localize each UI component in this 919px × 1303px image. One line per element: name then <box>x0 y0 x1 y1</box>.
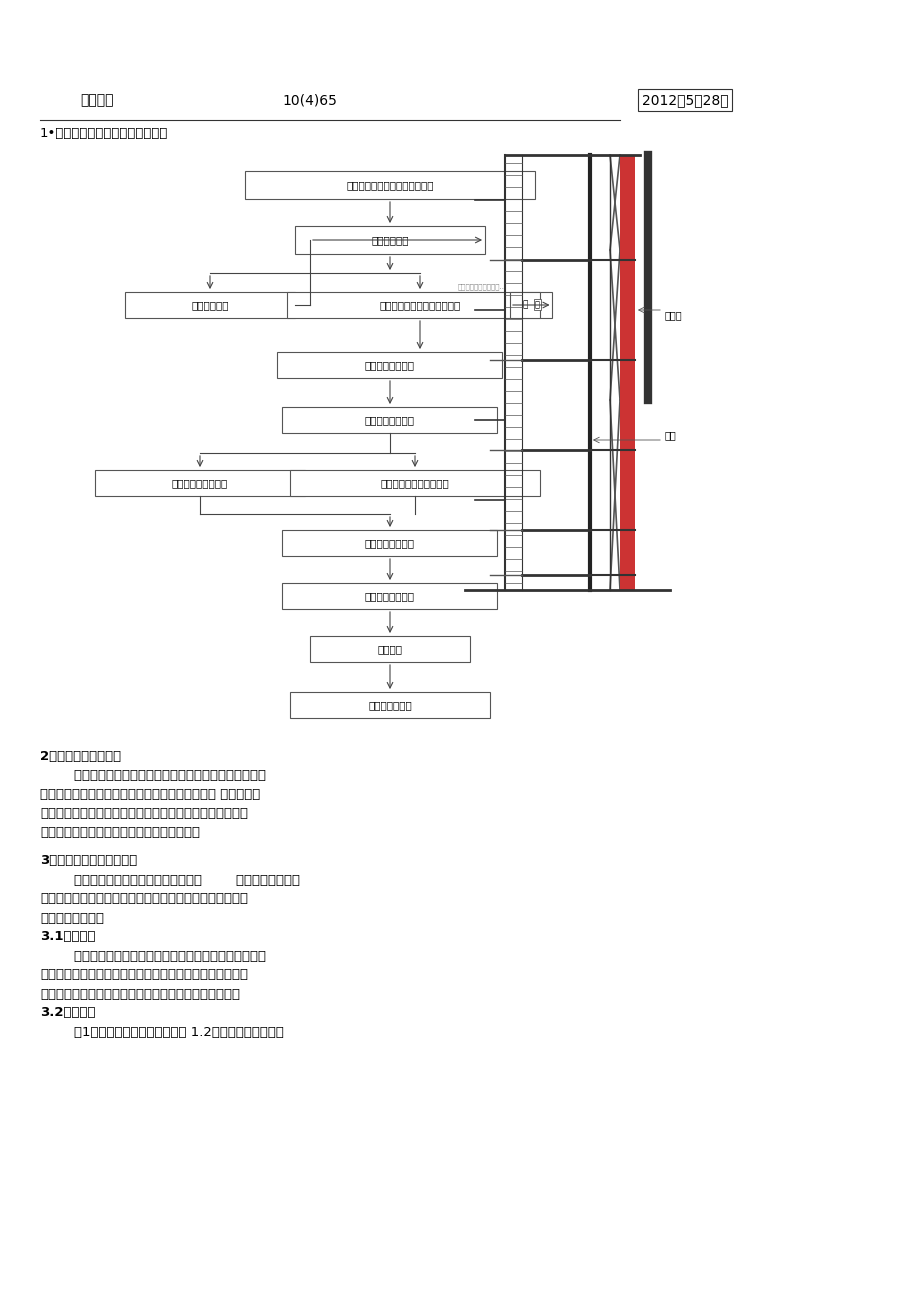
Text: 10(4)65: 10(4)65 <box>282 93 337 107</box>
Bar <box>282 530 497 556</box>
Text: 3.1材料要求: 3.1材料要求 <box>40 930 96 943</box>
Text: 检: 检 <box>522 301 528 310</box>
Text: 操作平台要求具有一定的承载能力，所有使用的钢管、: 操作平台要求具有一定的承载能力，所有使用的钢管、 <box>40 950 266 963</box>
Text: 控制系统安装调试: 控制系统安装调试 <box>365 592 414 601</box>
Bar <box>125 292 295 318</box>
Text: 2012年5月28日: 2012年5月28日 <box>641 93 728 107</box>
Bar <box>619 155 634 590</box>
Bar <box>287 292 552 318</box>
Text: 底部桁架分块吊装: 底部桁架分块吊装 <box>365 414 414 425</box>
Bar <box>282 582 497 609</box>
Bar <box>310 636 470 662</box>
Text: 3.2技术要求: 3.2技术要求 <box>40 1006 96 1019</box>
Text: 求搭设操作平台。: 求搭设操作平台。 <box>40 912 104 925</box>
Text: 提升机构安装调试: 提升机构安装调试 <box>365 538 414 549</box>
Text: 材料进场后，我方现场指导人员需根据布架施工方案对: 材料进场后，我方现场指导人员需根据布架施工方案对 <box>40 769 266 782</box>
Text: 平台: 平台 <box>664 430 676 440</box>
Text: 1•附着升降脚手架施工工艺流程图: 1•附着升降脚手架施工工艺流程图 <box>40 126 168 139</box>
Bar <box>289 692 490 718</box>
Text: 操作要求的特殊性，需要在工程施工进入标准层前按规范要: 操作要求的特殊性，需要在工程施工进入标准层前按规范要 <box>40 893 248 906</box>
Bar <box>509 292 539 318</box>
Text: 实际施工现场进行勘测，勘测内容包括塔吊位置、 窗口位置、: 实际施工现场进行勘测，勘测内容包括塔吊位置、 窗口位置、 <box>40 788 260 801</box>
Text: 确定布架方案及预埋层预理方案: 确定布架方案及预埋层预理方案 <box>346 180 433 190</box>
Text: 3．操作平台的组装、搭设: 3．操作平台的组装、搭设 <box>40 855 137 868</box>
Bar <box>278 352 502 378</box>
Bar <box>282 407 497 433</box>
Text: 2．勘测确认布架方案: 2．勘测确认布架方案 <box>40 751 121 764</box>
Text: 工程编号: 工程编号 <box>80 93 113 107</box>
Text: 本工程使用的亿安附着升降脚手架，        由于其相关安装和: 本工程使用的亿安附着升降脚手架， 由于其相关安装和 <box>40 873 300 886</box>
Text: 所有使用的扣件不能有螺栓、螺帽滑丝或配合过松现象。: 所有使用的扣件不能有螺栓、螺帽滑丝或配合过松现象。 <box>40 988 240 1001</box>
Text: 操作平台验收: 操作平台验收 <box>191 300 229 310</box>
Text: 施工技术资料、工具设备准备: 施工技术资料、工具设备准备 <box>379 300 460 310</box>
Bar <box>295 225 484 254</box>
Text: 防护设施安装及架体校正: 防护设施安装及架体校正 <box>380 478 448 489</box>
Text: 架体提升: 架体提升 <box>377 644 403 654</box>
Text: 空调板位置、阳台位置、特殊装饰处等。如有与图纸冲突或: 空调板位置、阳台位置、特殊装饰处等。如有与图纸冲突或 <box>40 807 248 820</box>
Bar <box>95 470 305 496</box>
Text: 检: 检 <box>535 300 539 309</box>
Text: 底部桁架地面组装: 底部桁架地面组装 <box>365 360 414 370</box>
Text: 架体下降及拆除: 架体下降及拆除 <box>368 700 412 710</box>
Text: 不符以及变动应及时根据现场做出合理调整。: 不符以及变动应及时根据现场做出合理调整。 <box>40 826 199 839</box>
Text: 主框架: 主框架 <box>664 310 682 321</box>
Text: 扣件必须为合格的国标材料。钢管不得有变形或弯曲现象，: 扣件必须为合格的国标材料。钢管不得有变形或弯曲现象， <box>40 968 248 981</box>
Bar <box>289 470 539 496</box>
Bar <box>244 171 535 199</box>
Text: （1）操作平台在首层地面以上 1.2米处搭设。平台内立: （1）操作平台在首层地面以上 1.2米处搭设。平台内立 <box>40 1025 284 1038</box>
Text: 架体搭设及投放预理: 架体搭设及投放预理 <box>172 478 228 489</box>
Text: 防震楼梯安全走道宽度...: 防震楼梯安全走道宽度... <box>458 283 506 289</box>
Text: 操作平台搭设: 操作平台搭设 <box>371 235 408 245</box>
